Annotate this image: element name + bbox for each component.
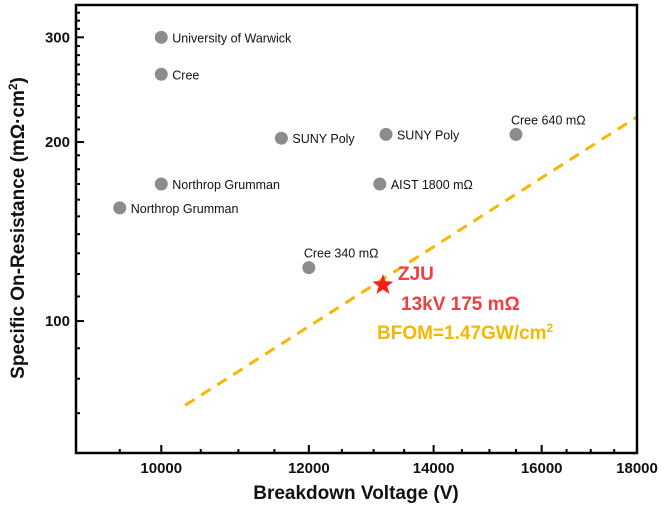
bfom-label: BFOM=1.47GW/cm2 [377, 321, 553, 344]
data-point [154, 30, 168, 44]
data-point [154, 177, 168, 191]
data-point-label: SUNY Poly [397, 128, 460, 142]
x-tick-label: 12000 [288, 460, 330, 477]
plot-frame [74, 3, 639, 455]
data-point [274, 131, 288, 145]
data-point-label: AIST 1800 mΩ [391, 178, 473, 192]
x-tick-label: 16000 [521, 460, 563, 477]
x-tick-label: 14000 [413, 460, 455, 477]
data-point [302, 261, 316, 275]
data-point-label: Northrop Grumman [172, 178, 280, 192]
zju-label: ZJU [398, 264, 434, 285]
y-tick-label: 100 [45, 313, 70, 330]
y-axis-label: Specific On-Resistance (mΩ·cm2) [6, 77, 29, 379]
data-point [373, 177, 387, 191]
data-point-label: SUNY Poly [292, 132, 355, 146]
data-point-label: Cree 640 mΩ [511, 113, 586, 127]
x-axis-label: Breakdown Voltage (V) [253, 483, 459, 504]
y-tick-label: 300 [45, 29, 70, 46]
data-point [154, 67, 168, 81]
data-point-label: Cree [172, 68, 199, 82]
y-tick-label: 200 [45, 134, 70, 151]
bfom-line [184, 115, 638, 407]
data-point [379, 127, 393, 141]
data-point-label: Northrop Grumman [131, 202, 239, 216]
x-tick-label: 18000 [616, 460, 658, 477]
x-tick-label: 10000 [140, 460, 182, 477]
zju-star-marker [372, 274, 394, 294]
data-point-label: Cree 340 mΩ [304, 247, 379, 261]
data-point [509, 127, 523, 141]
zju-detail: 13kV 175 mΩ [401, 294, 520, 315]
data-point [113, 201, 127, 215]
data-point-label: University of Warwick [172, 31, 292, 45]
